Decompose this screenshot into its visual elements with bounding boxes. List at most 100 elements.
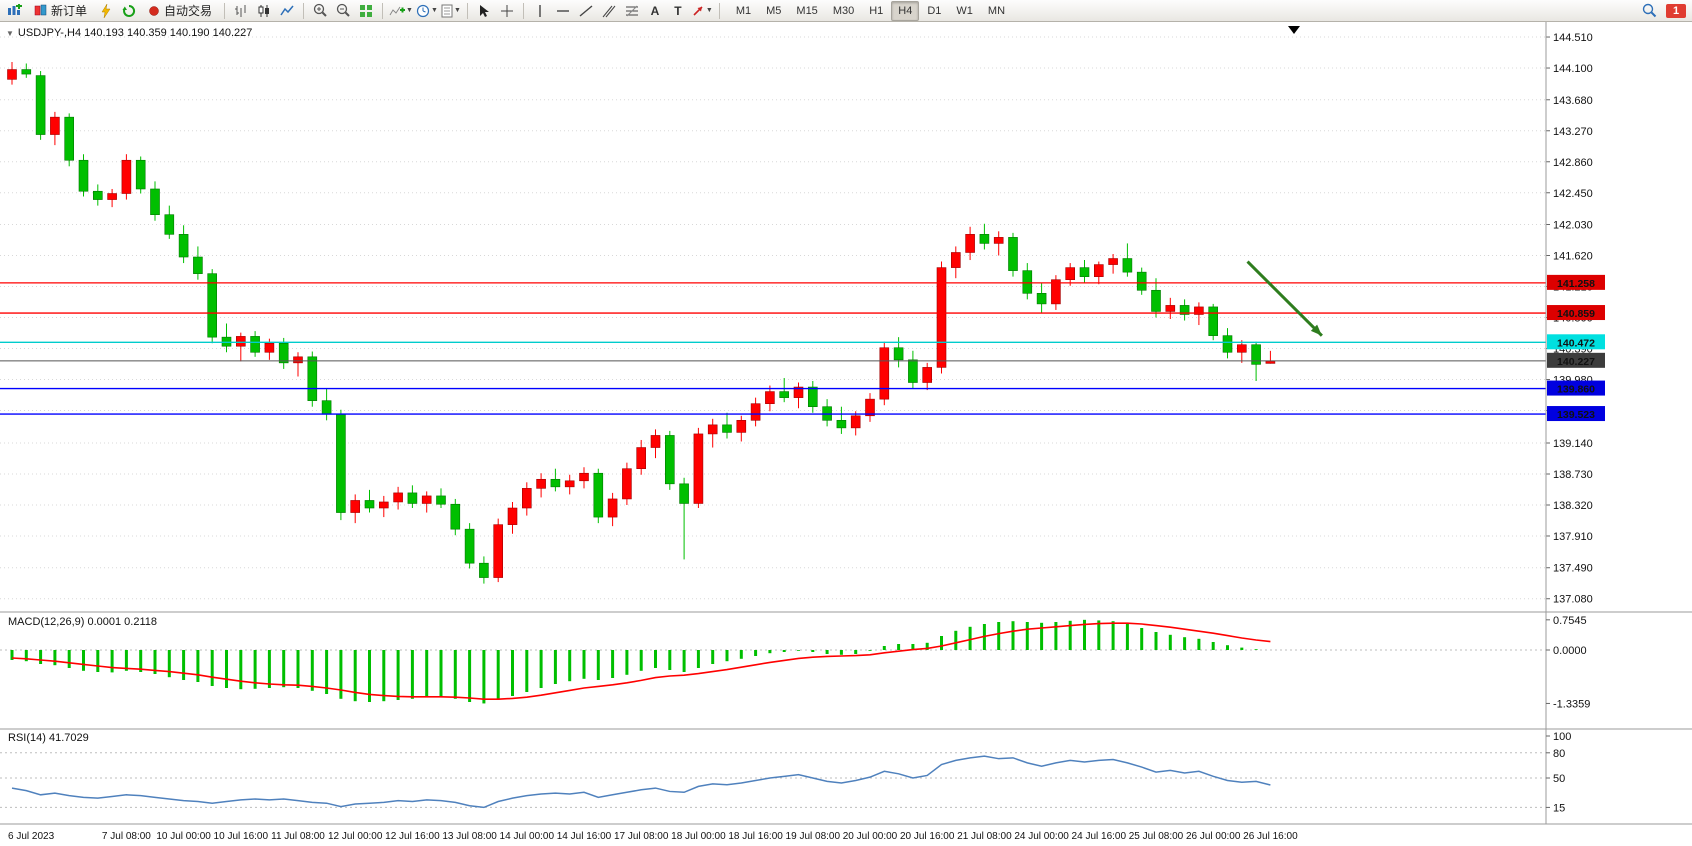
cursor-tool-icon[interactable] [473, 1, 495, 21]
svg-text:139.860: 139.860 [1557, 384, 1595, 396]
vertical-line-tool-icon[interactable] [529, 1, 551, 21]
svg-text:137.490: 137.490 [1553, 563, 1593, 575]
svg-text:24 Jul 00:00: 24 Jul 00:00 [1014, 831, 1069, 842]
rsi-panel[interactable]: 100 80 50 15 [0, 731, 1571, 814]
price-axis[interactable]: 144.510 144.100 143.680 143.270 142.860 142.4… [1546, 32, 1593, 606]
chart-shift-marker[interactable] [1288, 26, 1300, 34]
trendline-tool-icon[interactable] [575, 1, 597, 21]
lightning-icon[interactable] [95, 1, 117, 21]
svg-text:17 Jul 08:00: 17 Jul 08:00 [614, 831, 669, 842]
dropdown-caret: ▼ [430, 7, 438, 14]
svg-text:142.030: 142.030 [1553, 220, 1593, 232]
timeframe-M30[interactable]: M30 [832, 4, 855, 17]
line-chart-mode-icon[interactable] [276, 1, 298, 21]
horizontal-line-tool-icon[interactable] [552, 1, 574, 21]
svg-text:24 Jul 16:00: 24 Jul 16:00 [1072, 831, 1127, 842]
toolbar-right: 1 [1638, 1, 1688, 21]
notification-badge[interactable]: 1 [1666, 3, 1686, 18]
svg-text:15: 15 [1553, 802, 1565, 814]
svg-text:10 Jul 16:00: 10 Jul 16:00 [214, 831, 269, 842]
new-order-button[interactable]: 新订单 [27, 1, 94, 21]
rsi-indicator-label: RSI(14) 41.7029 [8, 732, 89, 744]
auto-trading-button[interactable]: 自动交易 [141, 1, 219, 21]
toolbar: 新订单 自动交易 [0, 0, 1692, 22]
search-icon[interactable] [1638, 1, 1660, 21]
macd-panel[interactable]: 0.7545 0.0000 -1.3359 [0, 615, 1590, 711]
svg-text:7 Jul 08:00: 7 Jul 08:00 [102, 831, 151, 842]
toolbar-separator [522, 2, 524, 19]
dropdown-caret: ▼ [453, 7, 461, 14]
svg-text:0.0000: 0.0000 [1553, 645, 1587, 657]
zoom-out-icon[interactable] [332, 1, 354, 21]
svg-text:142.450: 142.450 [1553, 188, 1593, 200]
svg-text:141.258: 141.258 [1557, 278, 1595, 290]
timeframe-MN[interactable]: MN [987, 4, 1006, 17]
channel-tool-icon[interactable] [598, 1, 620, 21]
toolbar-separator [466, 2, 468, 19]
svg-text:0.7545: 0.7545 [1553, 615, 1587, 627]
tile-windows-icon[interactable] [355, 1, 377, 21]
order-arrows-icon [34, 4, 47, 16]
timeframe-M1[interactable]: M1 [735, 4, 752, 17]
svg-text:139.523: 139.523 [1557, 409, 1595, 421]
label-tool-icon[interactable]: T [674, 3, 682, 18]
svg-text:137.080: 137.080 [1553, 594, 1593, 606]
svg-text:14 Jul 00:00: 14 Jul 00:00 [500, 831, 555, 842]
svg-text:12 Jul 16:00: 12 Jul 16:00 [385, 831, 440, 842]
zoom-in-icon[interactable] [309, 1, 331, 21]
bar-chart-mode-icon[interactable] [230, 1, 252, 21]
price-badge-139.860 [1547, 380, 1605, 396]
svg-text:21 Jul 08:00: 21 Jul 08:00 [957, 831, 1012, 842]
svg-text:14 Jul 16:00: 14 Jul 16:00 [557, 831, 612, 842]
toolbar-separator [303, 2, 305, 19]
macd-indicator-label: MACD(12,26,9) 0.0001 0.2118 [8, 616, 157, 628]
chart-background [0, 22, 1692, 846]
svg-text:-1.3359: -1.3359 [1553, 698, 1590, 710]
dropdown-caret: ▼ [705, 7, 713, 14]
candles-layer [7, 61, 1276, 584]
svg-text:18 Jul 16:00: 18 Jul 16:00 [728, 831, 783, 842]
timeframe-group: M1 M5 M15 M30 H1 H4 D1 W1 MN [729, 0, 1012, 21]
annotation-arrow[interactable] [1246, 260, 1323, 337]
timeframe-M15[interactable]: M15 [796, 4, 818, 17]
svg-text:18 Jul 00:00: 18 Jul 00:00 [671, 831, 726, 842]
indicators-icon[interactable]: ▼ [388, 1, 414, 21]
timeframe-W1[interactable]: W1 [956, 4, 973, 17]
fibonacci-tool-icon[interactable] [621, 1, 643, 21]
candlestick-mode-icon[interactable] [253, 1, 275, 21]
periods-icon[interactable]: ▼ [415, 1, 439, 21]
new-order-label: 新订单 [51, 4, 88, 18]
svg-text:25 Jul 08:00: 25 Jul 08:00 [1129, 831, 1184, 842]
timeframe-H1[interactable]: H1 [869, 4, 884, 17]
timeframe-D1[interactable]: D1 [927, 4, 942, 17]
text-tool-icon[interactable]: A [650, 3, 660, 18]
horizontal-lines-layer[interactable]: 141.258 140.859 140.472 139.860 139.523 140.2… [0, 274, 1605, 422]
timeframe-M5[interactable]: M5 [766, 4, 782, 17]
svg-text:11 Jul 08:00: 11 Jul 08:00 [271, 831, 325, 842]
svg-text:138.730: 138.730 [1553, 469, 1593, 481]
time-axis[interactable]: 6 Jul 2023 7 Jul 08:00 10 Jul 00:00 10 Jul … [8, 831, 1298, 842]
svg-text:50: 50 [1553, 773, 1565, 785]
auto-trading-label: 自动交易 [164, 4, 213, 18]
chart-header: ▼ USDJPY-,H4 140.193 140.359 140.190 140… [6, 27, 252, 39]
svg-text:138.320: 138.320 [1553, 500, 1593, 512]
price-badge-141.258 [1547, 274, 1605, 290]
crosshair-tool-icon[interactable] [496, 1, 518, 21]
timeframe-H4[interactable]: H4 [891, 0, 920, 21]
arrows-tool-icon[interactable]: ▼ [690, 1, 714, 21]
current-price-badge [1547, 352, 1605, 368]
svg-text:13 Jul 08:00: 13 Jul 08:00 [442, 831, 497, 842]
svg-text:140.227: 140.227 [1557, 356, 1595, 368]
svg-text:144.510: 144.510 [1553, 32, 1593, 44]
templates-icon[interactable]: ▼ [440, 1, 462, 21]
svg-text:6 Jul 2023: 6 Jul 2023 [8, 831, 55, 842]
collapse-icon[interactable]: ▼ [6, 28, 14, 38]
new-chart-icon[interactable] [4, 1, 26, 21]
svg-text:20 Jul 16:00: 20 Jul 16:00 [900, 831, 955, 842]
profiles-icon[interactable] [118, 1, 140, 21]
auto-trading-status-icon [149, 5, 159, 16]
price-badge-140.472 [1547, 334, 1605, 350]
svg-text:142.860: 142.860 [1553, 157, 1593, 169]
